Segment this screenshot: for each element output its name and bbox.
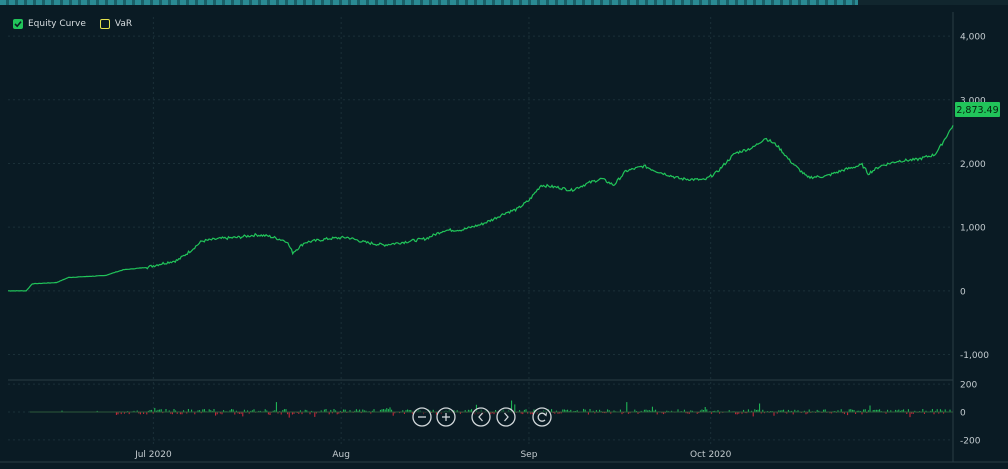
pan-right-icon[interactable] [496,407,516,427]
x-tick-label: Oct 2020 [690,450,732,460]
y-tick-label: 1,000 [960,224,986,234]
top-stripe [0,0,1008,5]
x-tick-label: Aug [332,450,350,460]
equity-curve-line [8,125,954,292]
y-tick-label: 3,000 [960,96,986,106]
y-tick-label: 2,000 [960,160,986,170]
var-y-tick-label: 200 [960,381,977,391]
legend-label-equity-curve: Equity Curve [28,19,86,29]
var-y-tick-label: -200 [960,436,981,446]
x-tick-label: Sep [520,450,537,460]
y-tick-label: 4,000 [960,33,986,43]
checkbox-checked-icon[interactable] [13,19,23,29]
legend-item-var[interactable]: VaR [99,19,133,29]
pan-left-icon[interactable] [471,407,491,427]
zoom-in-icon[interactable] [436,407,456,427]
zoom-out-icon[interactable] [412,407,432,427]
checkbox-unchecked-icon[interactable] [99,19,110,29]
legend-item-equity-curve[interactable]: Equity Curve [13,19,86,29]
reset-icon[interactable] [532,407,552,427]
x-tick-label: Jul 2020 [134,450,172,460]
y-tick-label: -1,000 [960,351,989,361]
last-value-badge: 2,873.49 [955,102,1000,117]
last-value-text: 2,873.49 [956,105,998,116]
top-stripe-end [858,0,1008,5]
legend: Equity Curve VaR [13,19,132,29]
var-y-tick-label: 0 [960,409,966,419]
y-tick-label: 0 [960,287,966,297]
legend-label-var: VaR [114,19,133,29]
